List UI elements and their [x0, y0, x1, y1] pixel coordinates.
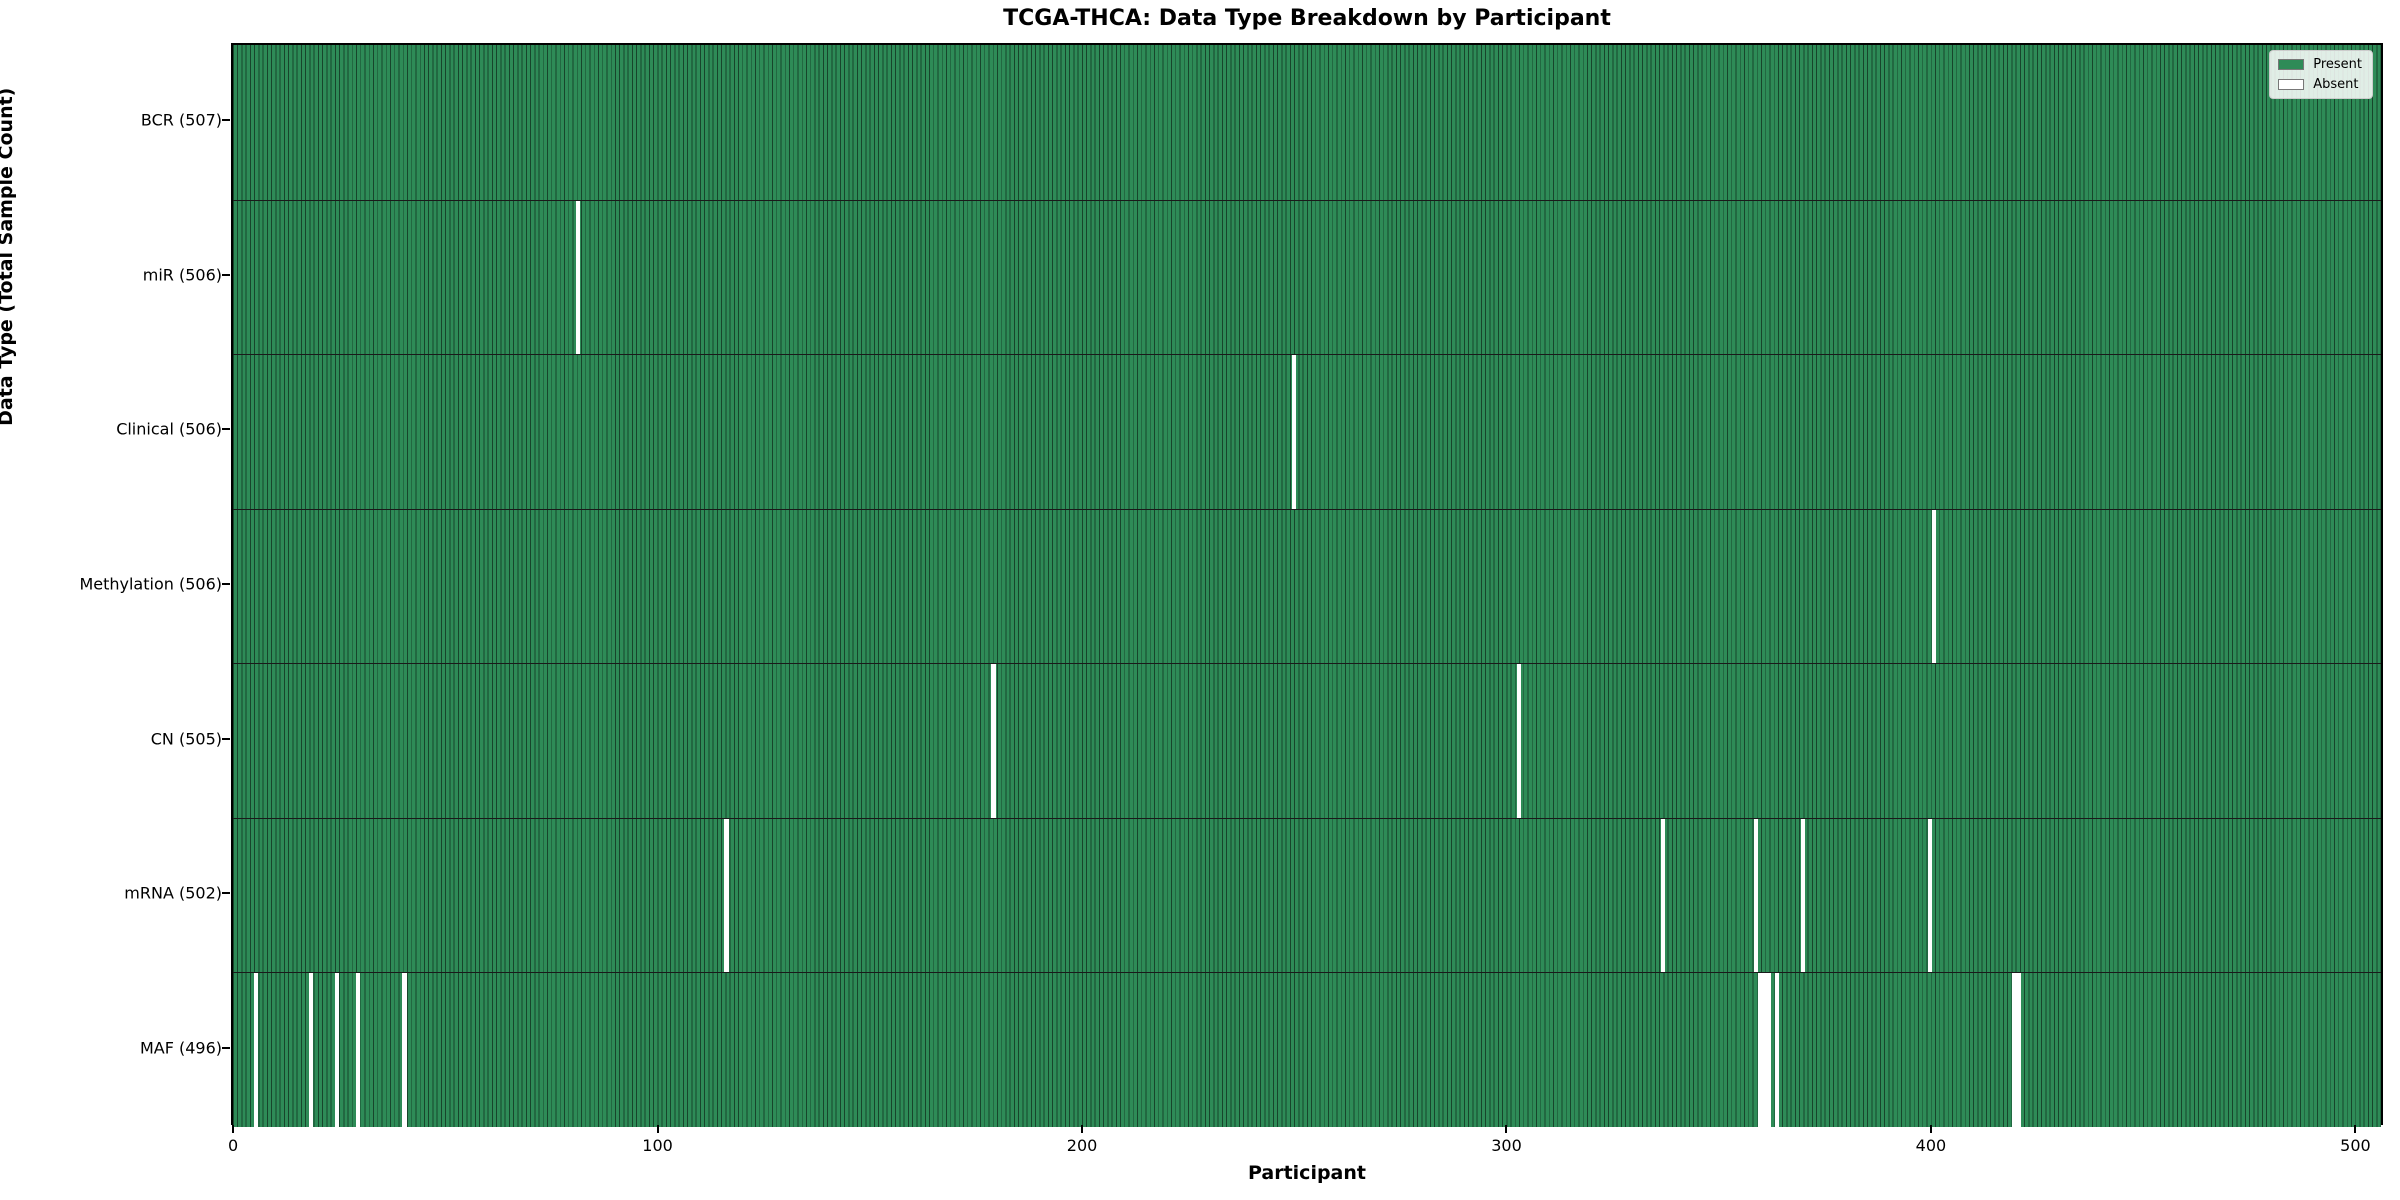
row-cn: [233, 663, 2381, 818]
legend-label: Absent: [2313, 77, 2359, 92]
plot-area: Present Absent: [231, 43, 2383, 1127]
absent-gap: [724, 818, 729, 973]
absent-gap: [576, 200, 581, 355]
absent-gap: [355, 973, 361, 1127]
y-tick-label: MAF (496): [139, 1038, 222, 1058]
absent-gap: [2012, 973, 2017, 1127]
legend-entry-present: Present: [2278, 57, 2362, 72]
absent-gap: [1753, 818, 1759, 973]
x-tick-mark: [1929, 1125, 1932, 1133]
legend-entry-absent: Absent: [2278, 77, 2362, 92]
x-tick-mark: [656, 1125, 659, 1133]
y-tick-label: miR (506): [142, 265, 222, 285]
absent-gap: [1800, 818, 1805, 973]
absent-gap: [334, 973, 339, 1127]
x-tick-mark: [1505, 1125, 1508, 1133]
y-tick-label: CN (505): [150, 729, 222, 749]
y-tick-label: Clinical (506): [116, 419, 222, 439]
x-tick-label: 0: [228, 1136, 239, 1155]
absent-gap: [1660, 818, 1665, 973]
row-maf: [233, 972, 2381, 1127]
row-methylation: [233, 508, 2381, 664]
y-tick-mark: [222, 1046, 230, 1049]
absent-gap: [991, 664, 996, 818]
absent-gap: [309, 973, 314, 1127]
y-tick-mark: [222, 737, 230, 740]
x-axis-label: Participant: [1247, 1162, 1366, 1184]
y-tick-mark: [222, 273, 230, 276]
absent-gap: [1758, 973, 1763, 1127]
y-tick-label: Methylation (506): [79, 574, 222, 594]
y-tick-label: BCR (507): [140, 110, 222, 130]
absent-gap: [1516, 664, 1521, 818]
y-axis-label: Data Type (Total Sample Count): [0, 87, 17, 426]
absent-gap: [1292, 355, 1297, 509]
chart-title: TCGA-THCA: Data Type Breakdown by Partic…: [1003, 6, 1611, 31]
absent-gap: [1762, 973, 1767, 1127]
y-tick-mark: [222, 892, 230, 895]
absent-gap: [254, 973, 259, 1127]
y-tick-mark: [222, 428, 230, 431]
row-clinical: [233, 354, 2381, 509]
x-tick-mark: [1081, 1125, 1084, 1133]
x-tick-mark: [232, 1125, 235, 1133]
absent-gap: [1927, 818, 1932, 973]
absent-gap: [1931, 509, 1937, 664]
x-tick-label: 300: [1491, 1136, 1522, 1155]
legend-swatch-icon: [2278, 59, 2305, 70]
x-tick-label: 400: [1915, 1136, 1947, 1155]
y-tick-mark: [222, 583, 230, 585]
legend-label: Present: [2313, 57, 2362, 72]
legend: Present Absent: [2269, 50, 2373, 99]
row-bcr: [233, 45, 2381, 200]
x-tick-mark: [2354, 1125, 2357, 1133]
x-tick-label: 100: [642, 1136, 673, 1155]
legend-swatch-icon: [2278, 79, 2305, 90]
row-mir: [233, 199, 2381, 355]
y-tick-label: mRNA (502): [124, 883, 222, 903]
absent-gap: [2016, 973, 2021, 1127]
absent-gap: [1775, 973, 1780, 1127]
absent-gap: [1766, 973, 1771, 1127]
absent-gap: [402, 973, 407, 1127]
x-tick-label: 500: [2340, 1136, 2371, 1155]
y-tick-mark: [222, 119, 230, 122]
row-mrna: [233, 817, 2381, 973]
x-tick-label: 200: [1066, 1136, 1098, 1155]
